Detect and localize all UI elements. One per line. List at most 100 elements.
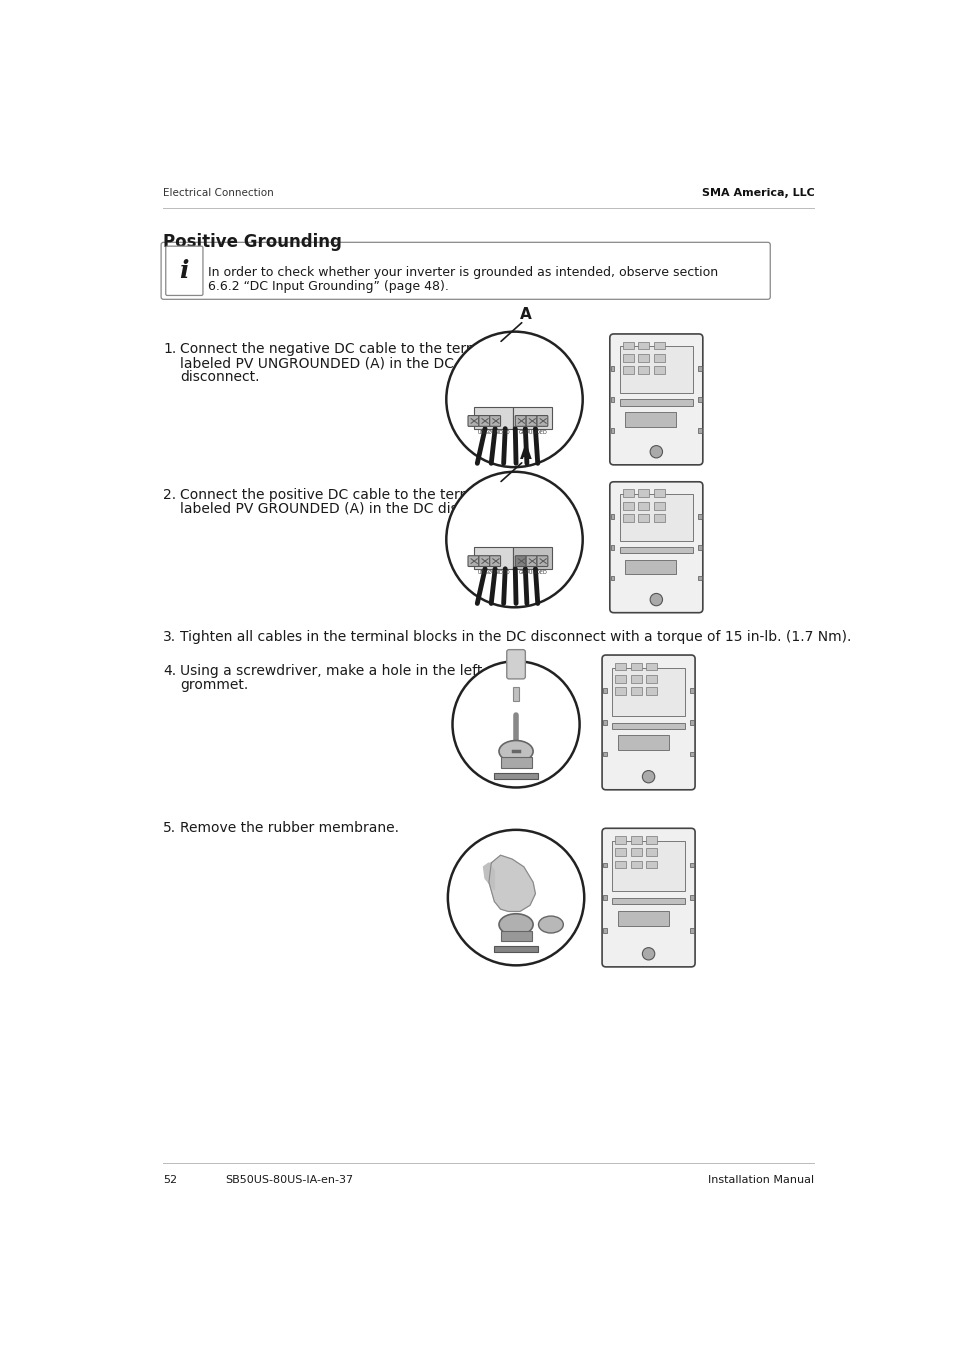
Circle shape	[452, 661, 579, 787]
Bar	[615, 675, 625, 683]
Bar	[619, 399, 692, 406]
Bar	[622, 366, 633, 375]
Text: 3.: 3.	[163, 630, 176, 645]
Text: Installation Manual: Installation Manual	[707, 1175, 814, 1186]
Circle shape	[447, 830, 583, 965]
Text: 2.: 2.	[163, 488, 176, 502]
Bar	[690, 863, 694, 867]
Text: 1.: 1.	[163, 342, 176, 357]
Bar	[602, 752, 606, 757]
Bar	[624, 560, 676, 575]
Bar	[622, 342, 633, 349]
Text: In order to check whether your inverter is grounded as intended, observe section: In order to check whether your inverter …	[208, 266, 718, 279]
Bar	[513, 687, 518, 702]
FancyBboxPatch shape	[609, 481, 702, 612]
Bar	[698, 545, 701, 549]
FancyBboxPatch shape	[601, 829, 695, 967]
Bar	[494, 946, 537, 952]
Text: grommet.: grommet.	[180, 679, 249, 692]
Text: GRØUNDED: GRØUNDED	[518, 571, 547, 576]
Bar	[610, 397, 614, 402]
Text: SB50US-80US-IA-en-37: SB50US-80US-IA-en-37	[225, 1175, 354, 1186]
Bar	[615, 687, 625, 695]
Text: UNGØUNDED: UNGØUNDED	[477, 430, 510, 435]
Bar	[690, 895, 694, 900]
Bar	[622, 514, 633, 522]
Circle shape	[641, 948, 654, 960]
Bar	[645, 861, 657, 868]
Circle shape	[649, 446, 661, 458]
Bar	[645, 675, 657, 683]
Bar	[610, 366, 614, 370]
Bar	[630, 675, 641, 683]
Text: 6.6.2 “DC Input Grounding” (page 48).: 6.6.2 “DC Input Grounding” (page 48).	[208, 280, 449, 293]
FancyBboxPatch shape	[468, 556, 478, 566]
Bar	[698, 366, 701, 370]
Text: A: A	[519, 448, 532, 462]
Text: 4.: 4.	[163, 664, 176, 679]
Bar	[654, 366, 664, 375]
Bar	[645, 848, 657, 856]
Text: 5.: 5.	[163, 821, 176, 834]
Bar	[654, 514, 664, 522]
Text: Connect the negative DC cable to the terminal: Connect the negative DC cable to the ter…	[180, 342, 504, 357]
FancyBboxPatch shape	[489, 556, 500, 566]
FancyBboxPatch shape	[166, 246, 203, 296]
Bar	[610, 514, 614, 519]
Bar	[638, 366, 649, 375]
Text: Electrical Connection: Electrical Connection	[163, 188, 274, 197]
Bar	[630, 662, 641, 671]
Text: disconnect.: disconnect.	[180, 370, 260, 384]
Bar	[602, 927, 606, 933]
Bar	[612, 722, 684, 729]
Circle shape	[641, 771, 654, 783]
Text: Using a screwdriver, make a hole in the left sealing: Using a screwdriver, make a hole in the …	[180, 664, 537, 679]
Bar	[638, 489, 649, 498]
FancyBboxPatch shape	[537, 556, 547, 566]
Bar	[698, 576, 701, 580]
Bar	[617, 911, 668, 926]
Bar	[698, 514, 701, 519]
FancyBboxPatch shape	[515, 556, 525, 566]
Bar	[602, 895, 606, 900]
Text: Remove the rubber membrane.: Remove the rubber membrane.	[180, 821, 399, 834]
Bar	[638, 514, 649, 522]
Bar	[630, 848, 641, 856]
Bar	[690, 721, 694, 725]
FancyBboxPatch shape	[525, 415, 537, 426]
Bar	[638, 342, 649, 349]
Text: labeled PV GROUNDED (A) in the DC disconnect.: labeled PV GROUNDED (A) in the DC discon…	[180, 502, 517, 516]
Bar	[698, 427, 701, 433]
Text: A: A	[519, 307, 532, 322]
Bar	[602, 688, 606, 694]
Bar	[698, 397, 701, 402]
Bar	[615, 836, 625, 844]
FancyBboxPatch shape	[515, 415, 525, 426]
Circle shape	[649, 594, 661, 606]
Bar	[630, 687, 641, 695]
Bar	[654, 489, 664, 498]
Circle shape	[446, 472, 582, 607]
Polygon shape	[488, 856, 535, 911]
Bar	[619, 495, 692, 541]
Bar	[654, 502, 664, 510]
Text: i: i	[179, 258, 189, 283]
Bar	[624, 412, 676, 426]
Bar	[654, 354, 664, 362]
FancyBboxPatch shape	[506, 650, 525, 679]
Bar	[610, 545, 614, 549]
Bar	[513, 548, 551, 569]
Bar	[615, 662, 625, 671]
FancyBboxPatch shape	[601, 654, 695, 790]
Ellipse shape	[498, 741, 533, 763]
Bar	[610, 576, 614, 580]
Bar	[630, 861, 641, 868]
FancyBboxPatch shape	[537, 415, 547, 426]
Bar	[638, 502, 649, 510]
Ellipse shape	[498, 914, 533, 936]
Bar	[638, 354, 649, 362]
Bar	[602, 863, 606, 867]
Text: SMA America, LLC: SMA America, LLC	[701, 188, 814, 197]
Bar	[630, 836, 641, 844]
FancyBboxPatch shape	[478, 415, 489, 426]
